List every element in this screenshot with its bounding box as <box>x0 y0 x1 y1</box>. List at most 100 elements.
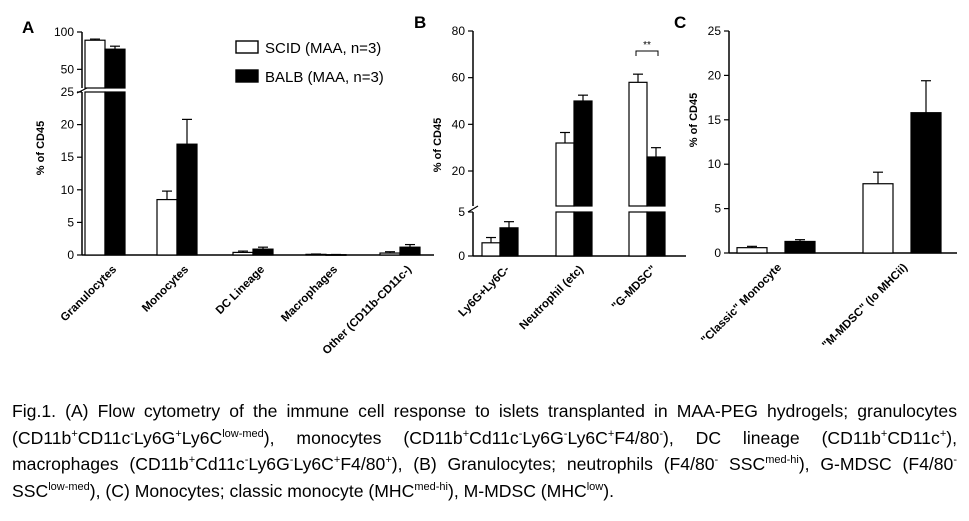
bar <box>104 48 126 89</box>
caption-text: Ly6G <box>248 454 290 474</box>
y-axis-title: % of CD45 <box>35 121 47 175</box>
caption-text: ), G-MDSC (F4/80 <box>798 454 954 474</box>
y-tick-label: 50 <box>61 62 75 76</box>
caption-superscript: low-med <box>222 427 264 440</box>
bar <box>628 81 648 207</box>
bar <box>481 242 501 257</box>
caption-superscript: + <box>385 454 392 467</box>
caption-superscript: med-hi <box>765 454 799 467</box>
caption-text: F4/80 <box>340 454 386 474</box>
y-tick-label: 25 <box>61 85 75 99</box>
caption-text: ), (B) Granulocytes; neutrophils (F4/80 <box>391 454 715 474</box>
bar <box>784 240 816 254</box>
caption-superscript: + <box>333 454 341 467</box>
caption-superscript: + <box>939 427 947 440</box>
x-tick-label: Ly6G+Ly6C- <box>457 264 513 320</box>
figure-caption: Fig.1. (A) Flow cytometry of the immune … <box>12 398 957 504</box>
y-tick-label: 40 <box>452 117 466 131</box>
bar <box>646 156 666 207</box>
y-tick-label: 5 <box>458 205 465 219</box>
y-tick-label: 25 <box>708 24 722 38</box>
y-tick-label: 20 <box>708 68 722 82</box>
bar <box>156 198 178 256</box>
bar <box>252 248 274 256</box>
significance-bracket <box>635 50 659 56</box>
y-tick-label: 5 <box>714 202 721 216</box>
y-tick-label: 20 <box>61 118 75 132</box>
caption-text: CD11c <box>77 427 131 448</box>
x-tick-label: "G-MDSC" <box>610 264 659 313</box>
caption-superscript: - <box>289 454 294 467</box>
bar <box>573 100 593 207</box>
bar <box>555 211 575 257</box>
caption-text: CD11c <box>887 427 940 448</box>
bar <box>555 142 575 207</box>
caption-superscript: + <box>188 454 196 467</box>
caption-text: Ly6G <box>522 427 564 448</box>
caption-text: ), DC lineage (CD11b <box>662 427 881 448</box>
caption-text: ), M-MDSC (MHC <box>447 480 587 501</box>
caption-text: ), (C) Monocytes; classic monocyte (MHC <box>89 480 415 501</box>
bar <box>104 91 126 256</box>
bar <box>84 39 106 89</box>
caption-superscript: - <box>659 427 663 440</box>
caption-text: ). <box>603 480 614 501</box>
legend-label: BALB (MAA, n=3) <box>265 69 384 86</box>
bar <box>910 112 942 254</box>
caption-superscript: low <box>586 480 604 493</box>
panel-label: B <box>414 13 426 32</box>
caption-superscript: - <box>130 427 134 440</box>
bar <box>399 246 421 256</box>
caption-superscript: low-med <box>48 480 90 493</box>
y-tick-label: 0 <box>458 249 465 263</box>
caption-superscript: - <box>518 427 523 440</box>
y-axis-title: % of CD45 <box>432 118 444 172</box>
caption-superscript: - <box>953 454 957 467</box>
caption-text: ), macrophages (CD11b <box>12 427 957 475</box>
caption-text: Ly6C <box>567 427 608 448</box>
caption-text: Ly6G <box>133 427 176 448</box>
x-tick-label: Neutrophil (etc) <box>518 264 587 333</box>
bar <box>379 252 401 256</box>
bar <box>628 211 648 257</box>
y-tick-label: 15 <box>61 150 75 164</box>
caption-text: Ly6C <box>293 454 334 474</box>
caption-superscript: + <box>175 427 182 440</box>
bar <box>84 91 106 256</box>
caption-superscript: - <box>563 427 568 440</box>
bar <box>499 227 519 257</box>
x-tick-label: Other (CD11b-CD11c-) <box>321 264 415 358</box>
y-tick-label: 80 <box>452 24 466 38</box>
caption-superscript: + <box>462 427 470 440</box>
caption-superscript: - <box>714 454 719 467</box>
x-tick-label: "Classic" Monocyte <box>699 262 784 347</box>
bar <box>862 183 894 254</box>
caption-superscript: + <box>71 427 78 440</box>
y-axis-title: % of CD45 <box>688 93 700 147</box>
y-tick-label: 100 <box>54 25 74 39</box>
x-tick-label: "M-MDSC" (lo MHCii) <box>820 262 910 352</box>
y-tick-label: 10 <box>708 157 722 171</box>
x-tick-label: Granulocytes <box>59 264 119 324</box>
caption-text: Fig.1. (A) Flow cytometry of the immune … <box>12 401 957 448</box>
legend-swatch <box>235 40 259 54</box>
caption-text: Cd11c <box>195 454 245 474</box>
caption-superscript: med-hi <box>414 480 448 493</box>
y-tick-label: 5 <box>67 215 74 229</box>
caption-text: SSC <box>12 480 49 501</box>
bar <box>573 211 593 257</box>
bar <box>176 143 198 256</box>
bar <box>736 247 768 254</box>
caption-superscript: - <box>244 454 249 467</box>
y-tick-label: 20 <box>452 164 466 178</box>
legend-swatch <box>235 69 259 83</box>
panel-label: A <box>22 18 34 37</box>
legend-label: SCID (MAA, n=3) <box>265 40 381 57</box>
y-tick-label: 60 <box>452 71 466 85</box>
caption-text: SSC <box>718 454 766 474</box>
bar <box>646 211 666 257</box>
caption-text: ), monocytes (CD11b <box>263 427 463 448</box>
bar <box>232 251 254 256</box>
caption-superscript: + <box>607 427 615 440</box>
